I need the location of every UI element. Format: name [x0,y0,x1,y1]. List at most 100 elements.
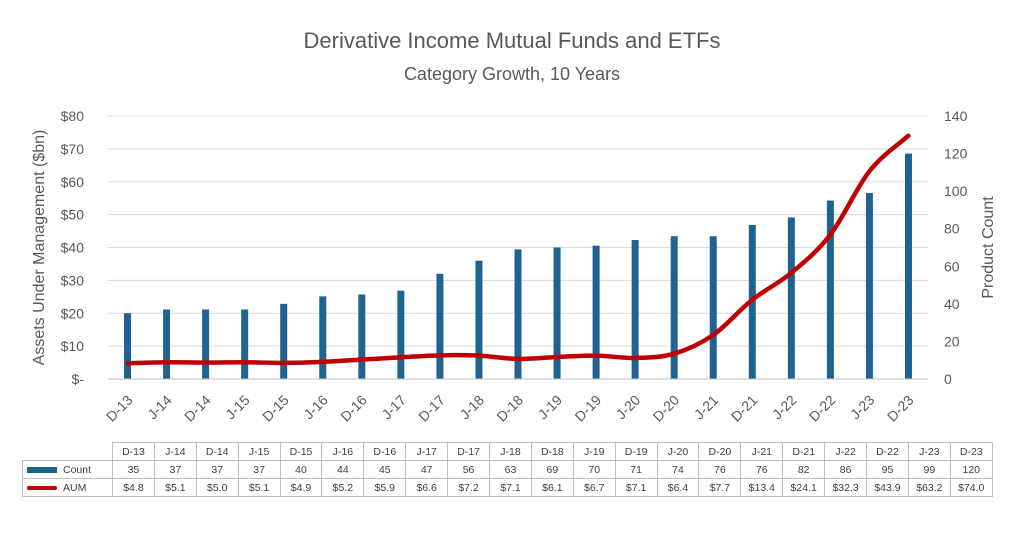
table-header-cell: J-17 [405,442,449,461]
table-header-cell: J-14 [153,442,197,461]
x-tick-label: J-14 [144,392,175,423]
table-header-cell: D-16 [363,442,407,461]
table-count-cell: 63 [489,460,532,479]
chart-subtitle: Category Growth, 10 Years [403,64,621,84]
table-row-aum: AUM $4.8 $5.1 $5.0 $5.1 $4.9 $5.2 $5.9 $6.6 $7.2… [22,478,993,497]
aum-line [125,133,911,366]
count-bar [514,249,522,379]
y-right-tick-label: 140 [944,108,968,124]
table-aum-cell: $7.1 [489,478,532,497]
count-bar [163,309,171,379]
table-aum-cell: $74.0 [949,478,993,497]
table-aum-cell: $5.2 [321,478,365,497]
table-header-cell: D-23 [949,442,993,461]
table-count-cell: 37 [237,460,281,479]
count-bar [280,303,288,379]
legend-count: Count [22,460,113,479]
y-left-tick-label: $30 [61,272,85,288]
table-aum-cell: $5.0 [195,478,239,497]
table-header-cell: J-19 [572,442,616,461]
x-tick-label: J-16 [300,392,331,423]
table-aum-cell: $6.7 [572,478,616,497]
table-aum-cell: $7.1 [614,478,658,497]
table-count-cell: 120 [949,460,993,479]
table-count-cell: 76 [740,460,784,479]
count-bar [709,236,717,379]
table-aum-cell: $43.9 [866,478,909,497]
table-aum-cell: $7.2 [447,478,491,497]
x-tick-label: D-18 [493,392,526,425]
table-count-cell: 37 [195,460,239,479]
x-tick-label: D-22 [806,392,839,425]
table-aum-cell: $6.6 [405,478,449,497]
x-tick-label: J-17 [378,392,409,423]
table-header-cell: D-15 [279,442,323,461]
y-right-tick-label: 60 [944,258,960,274]
table-aum-cell: $13.4 [740,478,784,497]
table-header-cell: J-15 [237,442,281,461]
count-bar [475,260,483,379]
table-aum-cell: $6.1 [530,478,574,497]
table-aum-cell: $5.1 [237,478,281,497]
count-bar [553,247,561,379]
x-tick-label: J-15 [222,392,253,423]
x-tick-label: D-17 [415,392,448,425]
x-tick-label: J-21 [691,392,722,423]
table-aum-cell: $4.9 [279,478,323,497]
y-right-tick-label: 100 [944,183,968,199]
x-tick-label: D-13 [103,392,136,425]
count-bar [319,296,327,379]
table-header-cell: D-19 [614,442,658,461]
count-bar [904,153,912,379]
table-aum-cell: $7.7 [698,478,742,497]
table-row-count: Count 35 37 37 37 40 44 45 47 56 63 69 70 71 74 76 76 82… [22,460,993,479]
count-bar [826,200,834,379]
table-count-cell: 35 [112,460,155,479]
y-right-axis-label: Product Count [980,196,997,299]
x-tick-label: D-16 [337,392,370,425]
y-right-tick-label: 0 [944,371,952,387]
table-count-cell: 44 [321,460,365,479]
table-count-cell: 95 [866,460,909,479]
y-left-tick-label: $- [72,371,85,387]
y-left-tick-label: $70 [61,141,85,157]
table-count-cell: 45 [363,460,407,479]
table-count-cell: 37 [153,460,197,479]
table-count-cell: 47 [405,460,449,479]
aum-legend-swatch [27,485,57,490]
table-header-cell: D-21 [782,442,826,461]
count-bar [358,294,366,379]
table-header-cell: J-21 [740,442,784,461]
table-header-cell: D-17 [447,442,491,461]
table-count-cell: 70 [572,460,616,479]
table-header-cell: J-18 [489,442,532,461]
table-header-cell: J-16 [321,442,365,461]
y-left-tick-label: $20 [61,305,85,321]
count-bar [397,290,405,379]
table-aum-cell: $63.2 [907,478,951,497]
table-header-cell: J-23 [907,442,951,461]
x-tick-label: J-23 [847,392,878,423]
count-bar [631,239,639,379]
table-header-cell: D-20 [698,442,742,461]
chart-title: Derivative Income Mutual Funds and ETFs [303,28,721,53]
y-left-tick-label: $40 [61,240,85,256]
y-right-tick-label: 40 [944,296,960,312]
count-bar [124,313,132,379]
x-tick-label: D-15 [259,392,292,425]
table-corner [23,443,113,461]
x-tick-label: D-23 [884,392,917,425]
x-tick-label: J-22 [769,392,800,423]
count-bar [787,217,795,379]
y-right-tick-label: 120 [944,146,968,162]
table-header-cell: D-13 [112,442,155,461]
y-left-tick-label: $60 [61,174,85,190]
table-count-cell: 82 [782,460,826,479]
table-aum-cell: $4.8 [112,478,155,497]
y-left-tick-label: $50 [61,207,85,223]
count-bar [241,309,249,379]
table-count-cell: 69 [530,460,574,479]
y-left-axis-label: Assets Under Management ($bn) [31,130,48,366]
table-count-cell: 74 [656,460,700,479]
count-bar [436,273,444,379]
